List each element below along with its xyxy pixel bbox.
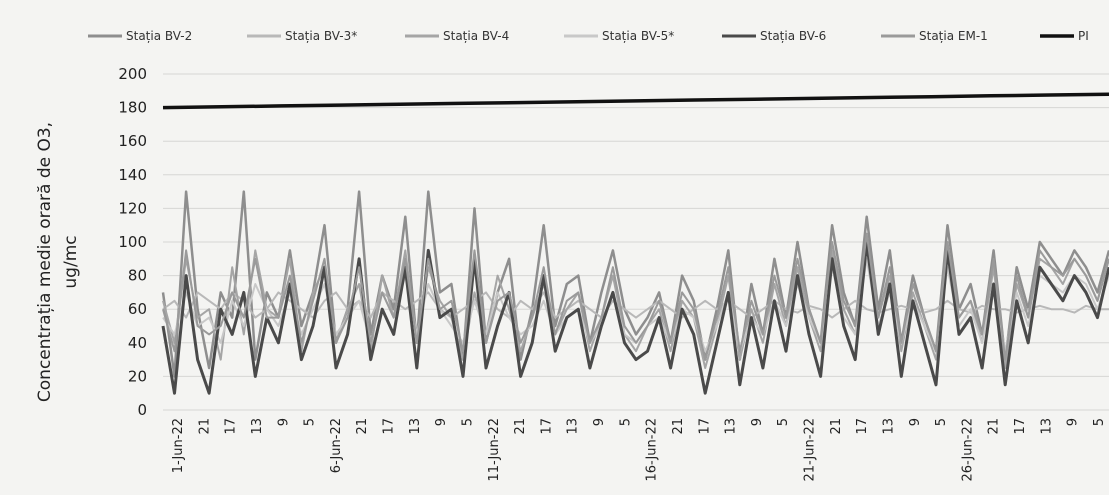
- x-tick-label: 21: [513, 418, 528, 435]
- series-line-0: [161, 190, 1109, 378]
- series-lines: [161, 92, 1109, 395]
- x-tick-label: 13: [881, 418, 896, 435]
- y-axis-title-line-2: ug/mc: [61, 235, 81, 288]
- y-tick-label: 100: [118, 233, 147, 251]
- x-tick-label: 13: [250, 418, 265, 435]
- y-axis: 0 20 40 60 80 100 120 140 160 180 200: [118, 65, 147, 419]
- x-tick-label: 13: [566, 418, 581, 435]
- x-tick-label: 13: [408, 418, 423, 435]
- x-tick-label: 21-Jun-22: [803, 418, 818, 482]
- y-tick-label: 40: [128, 334, 147, 352]
- x-tick-label: 5: [460, 418, 475, 426]
- series-line-6: [162, 92, 1109, 110]
- x-tick-label: 13: [1039, 418, 1054, 435]
- legend-label: Stația BV-4: [443, 29, 509, 43]
- y-tick-label: 0: [137, 401, 147, 419]
- x-tick-label: 21: [355, 418, 370, 435]
- x-tick-label: 5: [618, 418, 633, 426]
- x-tick-label: 9: [276, 418, 291, 426]
- legend-label: Stația BV-2: [126, 29, 192, 43]
- legend-label: Stația EM-1: [919, 29, 988, 43]
- x-axis: 1-Jun-22 21 17 13 9 5 6-Jun-22 21 17 13 9 5 11-Jun-2…: [171, 418, 1107, 482]
- x-tick-label: 17: [697, 418, 712, 435]
- x-tick-label: 9: [908, 418, 923, 426]
- x-tick-label: 17: [855, 418, 870, 435]
- y-axis-title-line-1: Concentrația medie orară de O3,: [35, 122, 55, 402]
- y-tick-label: 120: [118, 199, 147, 217]
- x-tick-label: 11-Jun-22: [487, 418, 502, 482]
- x-tick-label: 17: [1013, 418, 1028, 435]
- x-tick-label: 5: [776, 418, 791, 426]
- x-tick-label: 9: [1066, 418, 1081, 426]
- x-tick-label: 1-Jun-22: [171, 418, 186, 473]
- series-line-1: [162, 291, 1109, 319]
- y-tick-label: 200: [118, 65, 147, 83]
- x-tick-label: 9: [592, 418, 607, 426]
- x-tick-label: 5: [303, 418, 318, 426]
- y-tick-label: 80: [128, 267, 147, 285]
- x-tick-label: 17: [382, 418, 397, 435]
- x-tick-label: 6-Jun-22: [329, 418, 344, 473]
- legend-label: PI: [1078, 29, 1089, 43]
- x-tick-label: 17: [224, 418, 239, 435]
- x-tick-label: 9: [750, 418, 765, 426]
- y-tick-label: 160: [118, 132, 147, 150]
- x-tick-label: 17: [539, 418, 554, 435]
- series-line-4: [161, 240, 1109, 395]
- x-tick-label: 9: [434, 418, 449, 426]
- x-tick-label: 5: [934, 418, 949, 426]
- legend-label: Stația BV-6: [760, 29, 826, 43]
- x-tick-label: 21: [987, 418, 1002, 435]
- x-tick-label: 21: [829, 418, 844, 435]
- legend: Stația BV-2 Stația BV-3* Stația BV-4 Stația…: [88, 29, 1089, 43]
- y-tick-label: 140: [118, 166, 147, 184]
- x-tick-label: 5: [1092, 418, 1107, 426]
- y-tick-label: 60: [128, 300, 147, 318]
- legend-label: Stația BV-3*: [285, 29, 357, 43]
- legend-label: Stația BV-5*: [602, 29, 674, 43]
- x-tick-label: 21: [197, 418, 212, 435]
- x-tick-label: 16-Jun-22: [645, 418, 660, 482]
- x-tick-label: 21: [671, 418, 686, 435]
- y-tick-label: 20: [128, 367, 147, 385]
- x-tick-label: 13: [724, 418, 739, 435]
- series-line-5: [162, 232, 1109, 361]
- y-tick-label: 180: [118, 99, 147, 117]
- x-tick-label: 26-Jun-22: [960, 418, 975, 482]
